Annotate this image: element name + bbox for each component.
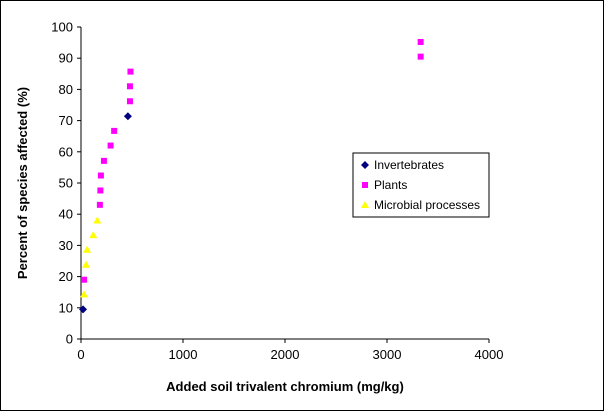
legend: Invertebrates Plants Microbial processes [352,152,490,218]
legend-label-plants: Plants [374,178,407,192]
microbial-processes-point [82,260,91,268]
plants-point [417,53,424,60]
x-tick-label: 2000 [271,347,300,362]
y-tick-label: 60 [59,144,73,159]
plants-point [97,172,104,179]
x-tick-label: 3000 [373,347,402,362]
plants-point [96,201,103,208]
plants-point [81,276,88,283]
y-tick-label: 0 [66,332,73,347]
legend-items: Invertebrates Plants Microbial processes [361,158,480,212]
plants-point [97,187,104,194]
plants-point [100,157,107,164]
data-points [79,38,424,314]
legend-label-invertebrates: Invertebrates [374,158,444,172]
x-tick-label: 1000 [169,347,198,362]
invertebrates-point [79,305,88,314]
y-tick-label: 20 [59,269,73,284]
y-tick-label: 80 [59,82,73,97]
plants-point [126,98,133,105]
axes [77,26,490,343]
y-tick-label: 50 [59,176,73,191]
x-tick-label: 4000 [475,347,504,362]
legend-marker-invertebrates [361,161,369,169]
microbial-processes-point [93,216,102,224]
plants-point [127,68,134,75]
microbial-processes-point [83,245,92,253]
y-tick-label: 10 [59,300,73,315]
plants-point [111,127,118,134]
plants-point [126,83,133,90]
y-tick-label: 100 [51,20,73,35]
plants-point [107,142,114,149]
y-tick-label: 90 [59,51,73,66]
legend-label-microbial-processes: Microbial processes [374,198,480,212]
legend-marker-microbial-processes [361,201,369,208]
legend-marker-plants [362,182,368,188]
invertebrates-point [123,112,132,121]
y-axis-title: Percent of species affected (%) [15,87,30,279]
y-tick-label: 70 [59,113,73,128]
microbial-processes-point [89,231,98,239]
x-axis-title: Added soil trivalent chromium (mg/kg) [166,379,404,394]
y-tick-label: 30 [59,238,73,253]
x-tick-label: 0 [77,347,84,362]
y-tick-label: 40 [59,207,73,222]
legend-box [352,152,490,218]
microbial-processes-point [80,290,89,298]
plants-point [417,38,424,45]
